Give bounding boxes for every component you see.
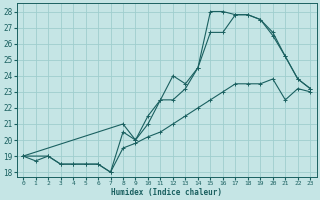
X-axis label: Humidex (Indice chaleur): Humidex (Indice chaleur) [111, 188, 222, 197]
